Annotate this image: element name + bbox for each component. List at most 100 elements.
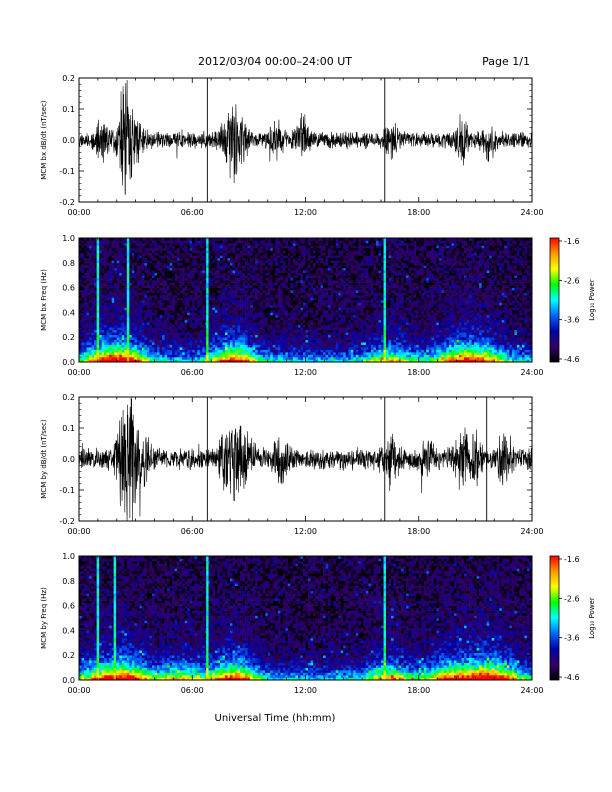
spectrogram-cell <box>184 300 188 303</box>
spectrogram-cell <box>179 342 183 345</box>
spectrogram-cell <box>169 339 173 343</box>
spectrogram-cell <box>172 314 175 318</box>
spectrogram-cell <box>192 275 196 278</box>
spectrogram-cell <box>121 270 125 274</box>
spectrogram-cell <box>146 300 150 303</box>
spectrogram-cell <box>164 349 168 353</box>
spectrogram-cell <box>227 352 231 355</box>
spectrogram-cell <box>109 292 113 296</box>
spectrogram-cell <box>84 352 87 355</box>
spectrogram-cell <box>174 275 178 278</box>
spectrogram-cell <box>230 272 233 276</box>
spectrogram-cell <box>219 314 223 318</box>
spectrogram-cell <box>162 319 165 323</box>
spectrogram-cell <box>99 347 102 350</box>
spectrogram-cell <box>214 344 218 348</box>
spectrogram-cell <box>292 257 296 261</box>
spectrogram-cell <box>287 352 291 355</box>
spectrogram-cell <box>179 314 183 318</box>
spectrogram-cell <box>308 270 311 274</box>
spectrogram-cell <box>172 292 175 296</box>
spectrogram-cell <box>94 257 97 261</box>
spectrogram-cell <box>290 339 294 343</box>
spectrogram-cell <box>260 349 264 353</box>
spectrogram-cell <box>313 262 316 266</box>
spectrogram-cell <box>104 260 107 264</box>
spectrogram-cell <box>101 295 105 298</box>
spectrogram-cell <box>111 332 115 336</box>
spectrogram-cell <box>89 329 92 333</box>
spectrogram-cell <box>240 307 243 311</box>
spectrogram-cell <box>270 354 274 358</box>
spectrogram-cell <box>247 327 251 331</box>
spectrogram-cell <box>134 324 138 328</box>
spectrogram-cell <box>315 334 319 338</box>
spectrogram-cell <box>131 260 135 264</box>
spectrogram-cell <box>310 357 314 360</box>
spectrogram-cell <box>227 357 231 360</box>
spectrogram-cell <box>297 277 301 281</box>
spectrogram-cell <box>94 287 97 291</box>
spectrogram-cell <box>89 280 92 283</box>
spectrogram-cell <box>187 329 191 333</box>
spectrogram-cell <box>219 242 223 246</box>
spectrogram-cell <box>167 292 170 296</box>
spectrogram-cell <box>157 354 160 358</box>
spectrogram-cell <box>106 272 110 276</box>
spectrogram-cell <box>295 357 299 360</box>
spectrogram-cell <box>257 267 261 271</box>
spectrogram-cell <box>265 265 269 269</box>
spectrogram-cell <box>315 307 319 311</box>
spectrogram-cell <box>149 312 153 316</box>
spectrogram-cell <box>242 359 246 363</box>
spectrogram-cell <box>305 267 309 271</box>
spectrogram-cell <box>154 309 158 313</box>
spectrogram-cell <box>272 287 276 291</box>
spectrogram-cell <box>275 329 279 333</box>
spectrogram-cell <box>209 262 213 266</box>
spectrogram-cell <box>212 314 216 318</box>
spectrogram-cell <box>255 245 258 249</box>
spectrogram-cell <box>219 250 223 254</box>
spectrogram-cell <box>287 287 291 291</box>
spectrogram-cell <box>119 344 123 348</box>
spectrogram-cell <box>139 277 143 281</box>
spectrogram-cell <box>154 324 158 328</box>
spectrogram-cell <box>139 334 143 338</box>
spectrogram-cell <box>297 354 301 358</box>
spectrogram-cell <box>141 242 145 246</box>
spectrogram-cell <box>305 245 309 249</box>
spectrogram-cell <box>144 317 148 321</box>
spectrogram-cell <box>116 272 120 276</box>
spectrogram-cell <box>141 272 145 276</box>
spectrogram-cell <box>313 304 316 308</box>
spectrogram-cell <box>119 297 123 301</box>
spectrogram-cell <box>207 300 211 303</box>
spectrogram-cell <box>323 324 326 328</box>
spectrogram-cell <box>84 354 87 358</box>
spectrogram-cell <box>114 247 118 251</box>
spectrogram-cell <box>232 270 236 274</box>
spectrogram-cell <box>212 347 216 350</box>
spectrogram-cell <box>287 302 291 306</box>
spectrogram-cell <box>99 300 102 303</box>
spectrogram-cell <box>164 327 168 331</box>
spectrogram-cell <box>232 292 236 296</box>
spectrogram-cell <box>159 272 163 276</box>
spectrogram-cell <box>310 352 314 355</box>
spectrogram-cell <box>199 337 203 340</box>
spectrogram-cell <box>255 327 258 331</box>
spectrogram-cell <box>224 272 228 276</box>
spectrogram-cell <box>250 275 253 278</box>
spectrogram-cell <box>315 260 319 264</box>
spectrogram-cell <box>151 297 155 301</box>
spectrogram-cell <box>121 332 125 336</box>
spectrogram-cell <box>242 302 246 306</box>
spectrogram-cell <box>177 277 180 281</box>
spectrogram-cell <box>222 282 226 286</box>
spectrogram-cell <box>194 317 198 321</box>
spectrogram-cell <box>242 267 246 271</box>
spectrogram-cell <box>89 290 92 293</box>
spectrogram-cell <box>184 349 188 353</box>
spectrogram-cell <box>285 267 289 271</box>
